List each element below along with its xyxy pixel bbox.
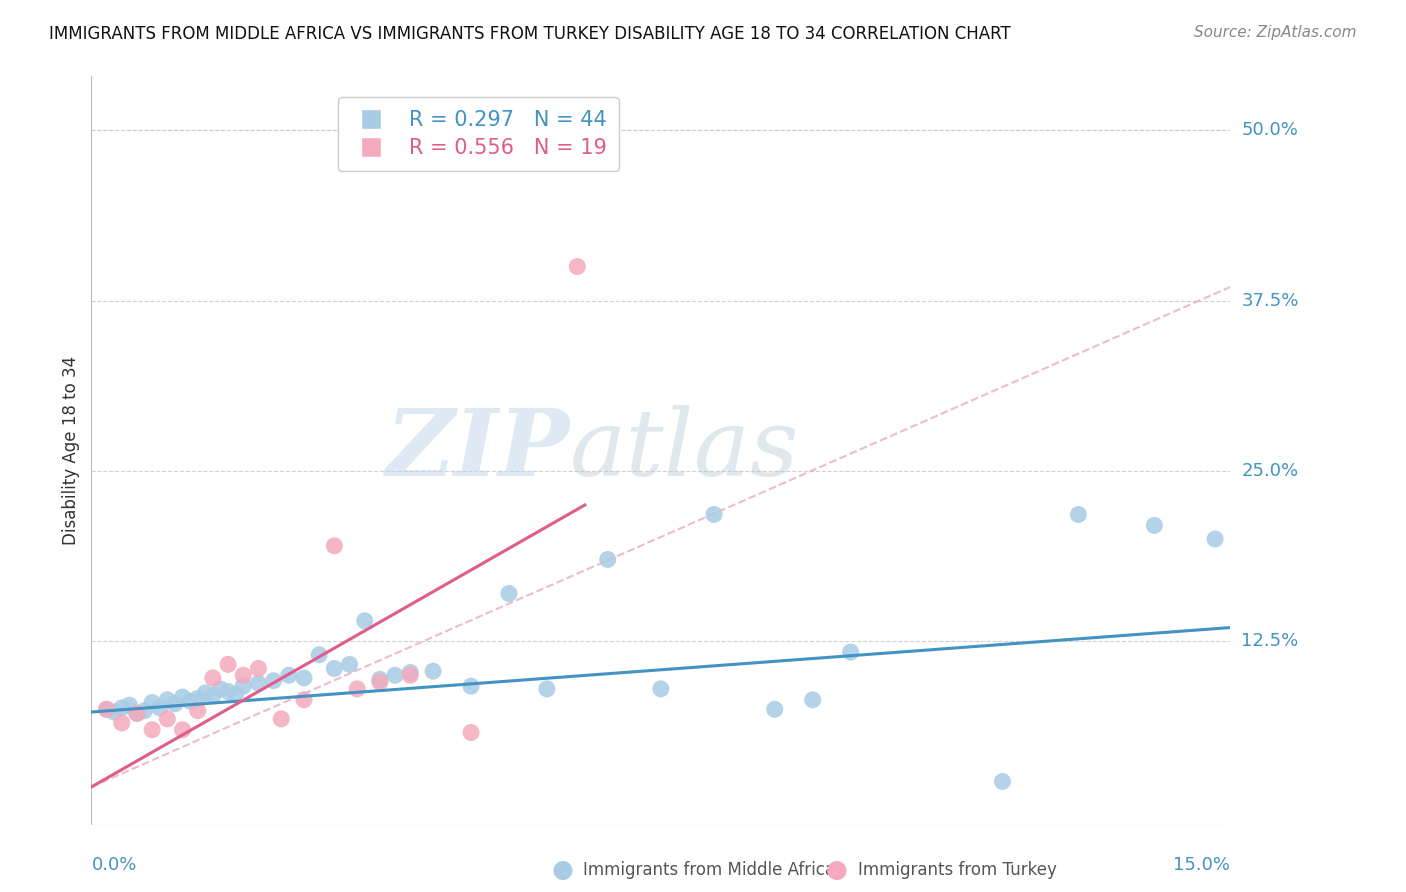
Point bbox=[163, 697, 186, 711]
Text: Source: ZipAtlas.com: Source: ZipAtlas.com bbox=[1194, 25, 1357, 40]
Point bbox=[763, 702, 786, 716]
Point bbox=[353, 614, 375, 628]
Point bbox=[217, 684, 239, 698]
Point bbox=[460, 679, 482, 693]
Point bbox=[567, 260, 589, 274]
Point bbox=[536, 681, 558, 696]
Point bbox=[801, 692, 824, 706]
Text: atlas: atlas bbox=[569, 406, 799, 495]
Point bbox=[172, 723, 194, 737]
Point bbox=[991, 774, 1014, 789]
Point bbox=[368, 675, 391, 690]
Point bbox=[149, 701, 172, 715]
Legend: R = 0.297   N = 44, R = 0.556   N = 19: R = 0.297 N = 44, R = 0.556 N = 19 bbox=[337, 97, 619, 170]
Text: 0.0%: 0.0% bbox=[91, 855, 136, 873]
Text: 15.0%: 15.0% bbox=[1173, 855, 1230, 873]
Point bbox=[368, 673, 391, 687]
Point bbox=[346, 681, 368, 696]
Point bbox=[134, 704, 156, 718]
Point bbox=[172, 690, 194, 704]
Text: 12.5%: 12.5% bbox=[1241, 632, 1299, 650]
Point bbox=[1204, 532, 1226, 546]
Point bbox=[232, 679, 254, 693]
Point bbox=[111, 715, 134, 730]
Point bbox=[187, 704, 209, 718]
Point bbox=[118, 698, 141, 713]
Point bbox=[270, 712, 292, 726]
Text: Immigrants from Turkey: Immigrants from Turkey bbox=[858, 861, 1056, 879]
Point bbox=[156, 692, 179, 706]
Point bbox=[323, 539, 346, 553]
Point bbox=[323, 661, 346, 675]
Point bbox=[194, 686, 217, 700]
Point bbox=[339, 657, 361, 672]
Point bbox=[384, 668, 406, 682]
Point bbox=[247, 676, 270, 690]
Text: 37.5%: 37.5% bbox=[1241, 292, 1299, 310]
Point bbox=[187, 691, 209, 706]
Point bbox=[232, 668, 254, 682]
Point bbox=[247, 661, 270, 675]
Point bbox=[141, 723, 163, 737]
Point bbox=[703, 508, 725, 522]
Point bbox=[96, 702, 118, 716]
Point bbox=[292, 692, 315, 706]
Point bbox=[201, 671, 224, 685]
Point bbox=[141, 696, 163, 710]
Point bbox=[179, 694, 201, 708]
Point bbox=[111, 701, 134, 715]
Text: IMMIGRANTS FROM MIDDLE AFRICA VS IMMIGRANTS FROM TURKEY DISABILITY AGE 18 TO 34 : IMMIGRANTS FROM MIDDLE AFRICA VS IMMIGRA… bbox=[49, 25, 1011, 43]
Point bbox=[596, 552, 619, 566]
Point bbox=[399, 668, 422, 682]
Point bbox=[263, 673, 285, 688]
Text: ●: ● bbox=[551, 858, 574, 881]
Point bbox=[156, 712, 179, 726]
Y-axis label: Disability Age 18 to 34: Disability Age 18 to 34 bbox=[62, 356, 80, 545]
Point bbox=[399, 665, 422, 680]
Point bbox=[1143, 518, 1166, 533]
Point bbox=[292, 671, 315, 685]
Point bbox=[422, 664, 444, 678]
Point bbox=[277, 668, 299, 682]
Point bbox=[209, 681, 232, 696]
Point bbox=[650, 681, 672, 696]
Point bbox=[460, 725, 482, 739]
Text: ZIP: ZIP bbox=[385, 406, 569, 495]
Point bbox=[1067, 508, 1090, 522]
Text: 50.0%: 50.0% bbox=[1241, 121, 1298, 139]
Point bbox=[125, 706, 148, 721]
Point bbox=[217, 657, 239, 672]
Point bbox=[96, 702, 118, 716]
Point bbox=[225, 687, 247, 701]
Text: ●: ● bbox=[825, 858, 848, 881]
Point bbox=[839, 645, 862, 659]
Point bbox=[308, 648, 330, 662]
Point bbox=[125, 706, 148, 721]
Point bbox=[498, 586, 520, 600]
Point bbox=[201, 689, 224, 703]
Text: Immigrants from Middle Africa: Immigrants from Middle Africa bbox=[583, 861, 835, 879]
Text: 25.0%: 25.0% bbox=[1241, 462, 1299, 480]
Point bbox=[103, 705, 125, 719]
